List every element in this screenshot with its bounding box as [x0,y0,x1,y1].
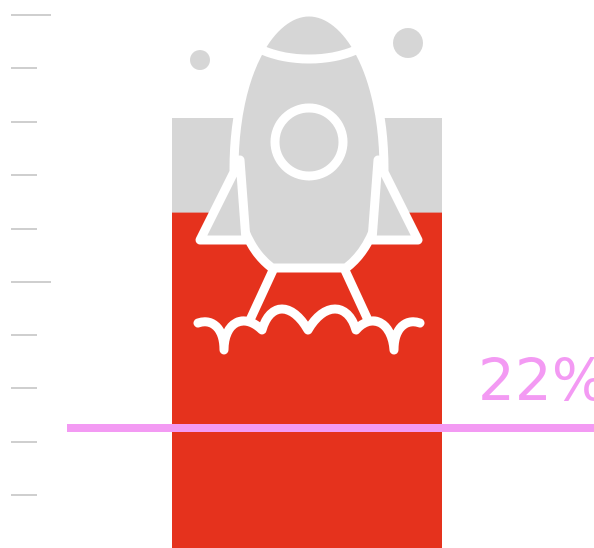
scale-ticks [11,14,51,496]
rocket-left-strut [245,263,279,325]
target-percent-label: 22% [478,346,594,414]
star-dot-large [393,28,423,58]
rocket-exhaust-cloud [193,304,425,355]
rocket-right-fin [367,155,423,245]
rocket-right-strut [339,263,373,325]
star-dot-small [190,50,210,70]
rocket-left-fin [195,155,251,245]
rocket-nose-line [257,45,361,64]
rocket-window [270,103,348,181]
rocket-icon [190,7,425,355]
